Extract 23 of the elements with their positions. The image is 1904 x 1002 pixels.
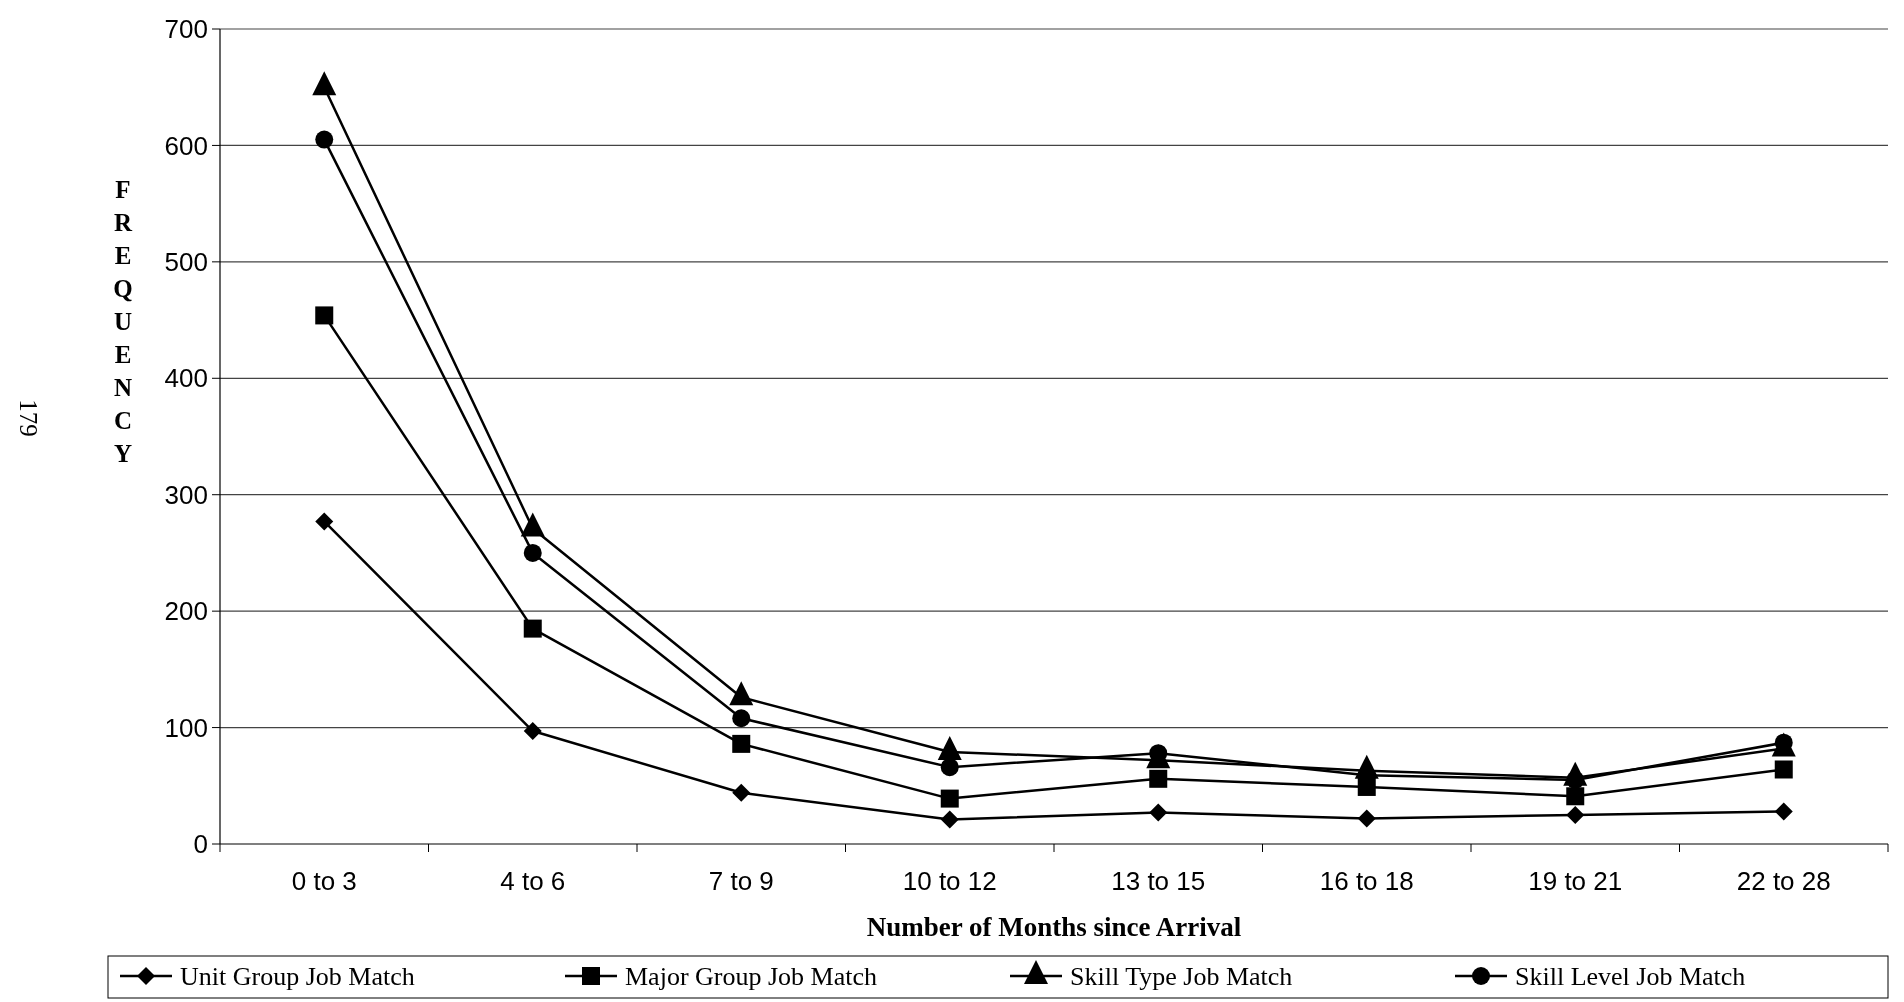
x-axis-title: Number of Months since Arrival <box>866 912 1242 942</box>
y-tick-label: 0 <box>193 829 208 860</box>
x-tick-label: 19 to 21 <box>1528 866 1623 896</box>
legend-label: Skill Level Job Match <box>1515 962 1746 992</box>
x-tick-label: 4 to 6 <box>500 866 566 896</box>
legend-label: Unit Group Job Match <box>180 962 415 992</box>
y-tick-label: 500 <box>164 246 208 277</box>
x-tick-label: 7 to 9 <box>708 866 774 896</box>
text: 179 <box>15 399 42 437</box>
text: FREQUENCY <box>113 176 133 467</box>
y-tick-label: 400 <box>164 363 208 394</box>
y-tick-label: 200 <box>164 596 208 627</box>
x-tick-label: 22 to 28 <box>1736 866 1831 896</box>
x-tick-label: 10 to 12 <box>902 866 997 896</box>
legend-label: Skill Type Job Match <box>1070 962 1293 992</box>
y-tick-label: 600 <box>164 130 208 161</box>
x-tick-label: 0 to 3 <box>291 866 357 896</box>
x-tick-label: 13 to 15 <box>1111 866 1206 896</box>
y-tick-label: 300 <box>164 479 208 510</box>
legend-label: Major Group Job Match <box>625 962 878 992</box>
x-tick-label: 16 to 18 <box>1319 866 1414 896</box>
y-tick-label: 700 <box>164 14 208 45</box>
y-tick-label: 100 <box>164 712 208 743</box>
